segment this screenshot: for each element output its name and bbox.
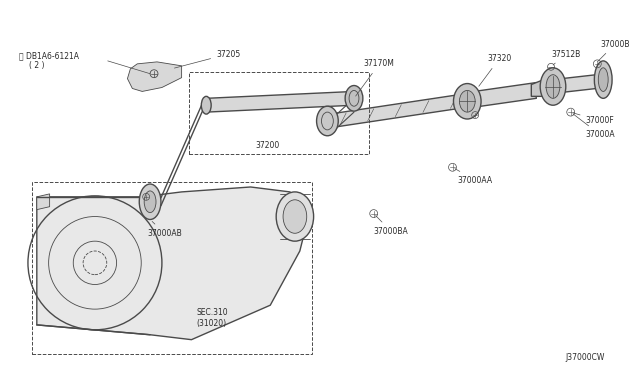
Text: Ⓑ DB1A6-6121A: Ⓑ DB1A6-6121A bbox=[19, 51, 79, 61]
Ellipse shape bbox=[595, 61, 612, 98]
Polygon shape bbox=[37, 187, 305, 340]
Ellipse shape bbox=[460, 90, 475, 112]
Ellipse shape bbox=[546, 75, 560, 98]
Text: (31020): (31020) bbox=[196, 320, 227, 328]
Text: J37000CW: J37000CW bbox=[566, 353, 605, 362]
Polygon shape bbox=[127, 62, 182, 92]
Text: 37000AA: 37000AA bbox=[455, 169, 493, 185]
Text: 37000BA: 37000BA bbox=[374, 215, 408, 236]
Polygon shape bbox=[330, 93, 467, 128]
Bar bbox=[189, 72, 369, 154]
Polygon shape bbox=[467, 83, 536, 108]
Ellipse shape bbox=[598, 68, 608, 92]
Ellipse shape bbox=[454, 84, 481, 119]
Ellipse shape bbox=[276, 192, 314, 241]
Text: 37205: 37205 bbox=[175, 49, 241, 68]
Text: 37170M: 37170M bbox=[356, 60, 395, 96]
Ellipse shape bbox=[540, 68, 566, 105]
Polygon shape bbox=[531, 77, 551, 96]
Ellipse shape bbox=[202, 96, 211, 114]
Text: 37000A: 37000A bbox=[573, 114, 615, 139]
Polygon shape bbox=[37, 194, 50, 210]
Ellipse shape bbox=[345, 86, 363, 111]
Polygon shape bbox=[206, 92, 354, 112]
Text: 37320: 37320 bbox=[479, 54, 511, 86]
Polygon shape bbox=[553, 74, 605, 93]
Text: SEC.310: SEC.310 bbox=[196, 308, 228, 317]
Text: 37000AB: 37000AB bbox=[147, 221, 182, 238]
Ellipse shape bbox=[140, 184, 161, 219]
Text: 37000B: 37000B bbox=[597, 40, 630, 62]
Ellipse shape bbox=[317, 106, 339, 136]
Bar bbox=[32, 182, 312, 355]
Ellipse shape bbox=[144, 191, 156, 212]
Text: ( 2 ): ( 2 ) bbox=[29, 61, 44, 70]
Ellipse shape bbox=[283, 200, 307, 233]
Text: 37000F: 37000F bbox=[573, 113, 614, 125]
Text: 37512B: 37512B bbox=[551, 49, 580, 65]
Text: 37200: 37200 bbox=[255, 141, 280, 150]
